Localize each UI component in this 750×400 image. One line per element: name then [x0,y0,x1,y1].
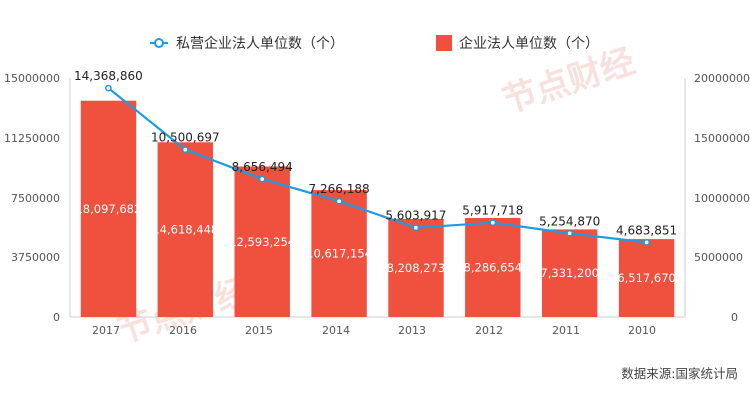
left-tick: 7500000 [11,192,60,205]
line-value-label: 14,368,860 [74,69,143,83]
left-tick: 15000000 [4,72,60,85]
left-tick: 3750000 [11,251,60,264]
legend-bar-label: 企业法人单位数（个） [459,35,599,52]
legend-bar-swatch [436,35,452,51]
line-point-2012[interactable] [489,219,497,227]
line-labels: 14,368,860 10,500,697 8,656,494 7,266,188 5,… [74,69,677,237]
bar-value-label: 18,097,682 [75,202,141,216]
legend: 私营企业法人单位数（个） 企业法人单位数（个） [150,35,599,52]
right-tick: 20000000 [694,72,750,85]
bar-value-label: 8,286,654 [464,261,523,275]
line-point-2011[interactable] [566,229,574,237]
bar-2016[interactable] [157,142,213,317]
line-value-label: 5,917,718 [462,204,523,218]
bar-2011[interactable] [542,229,598,317]
line-point-2015[interactable] [258,175,266,183]
x-tick: 2016 [169,324,197,337]
right-tick: 5000000 [694,251,743,264]
legend-line-marker [154,38,164,48]
x-axis-ticks: 2017 2016 2015 2014 2013 2012 2011 2010 [92,324,656,337]
watermark-text-1: 节点财经 [498,41,640,121]
x-tick: 2017 [92,324,120,337]
line-value-label: 7,266,188 [309,182,370,196]
right-tick: 0 [731,311,738,324]
bar-2014[interactable] [311,190,367,317]
right-tick: 15000000 [694,132,750,145]
bar-value-label: 6,517,670 [617,271,676,285]
line-value-label: 8,656,494 [232,160,293,174]
line-value-label: 5,603,917 [385,209,446,223]
line-point-2013[interactable] [412,224,420,232]
left-axis-ticks: 0 3750000 7500000 11250000 15000000 [4,72,60,324]
bars [80,100,675,318]
bar-labels: 18,097,682 14,618,448 12,593,254 10,617,154… [75,202,675,285]
right-axis-ticks: 0 5000000 10000000 15000000 20000000 [694,72,750,324]
line-points [105,84,650,246]
x-tick: 2010 [628,324,656,337]
line-point-2014[interactable] [335,197,343,205]
bar-value-label: 7,331,200 [540,266,599,280]
bar-2010[interactable] [618,239,675,317]
line-series-path [107,87,647,244]
left-tick: 11250000 [4,132,60,145]
bar-2012[interactable] [465,218,521,317]
bar-value-label: 10,617,154 [306,247,372,261]
line-value-label: 4,683,851 [616,223,677,237]
right-tick: 10000000 [694,192,750,205]
line-value-label: 5,254,870 [539,214,600,228]
bar-2017[interactable] [80,100,137,317]
bar-2013[interactable] [388,218,444,317]
x-tick: 2014 [322,324,350,337]
x-tick: 2012 [475,324,503,337]
x-tick: 2015 [245,324,273,337]
line-point-2017[interactable] [105,84,112,92]
bar-value-label: 12,593,254 [229,235,295,249]
legend-item-bar[interactable]: 企业法人单位数（个） [436,35,599,52]
x-tick: 2013 [398,324,426,337]
line-point-2016[interactable] [181,146,189,154]
bar-value-label: 14,618,448 [152,223,218,237]
line-value-label: 10,500,697 [151,131,220,145]
source-note: 数据来源:国家统计局 [621,366,738,381]
line-point-2010[interactable] [643,239,650,246]
legend-item-line[interactable]: 私营企业法人单位数（个） [150,35,344,52]
bar-2015[interactable] [234,166,290,318]
legend-line-label: 私营企业法人单位数（个） [176,35,344,52]
x-tick: 2011 [552,324,580,337]
left-tick: 0 [53,311,60,324]
bar-value-label: 8,208,273 [387,261,446,275]
